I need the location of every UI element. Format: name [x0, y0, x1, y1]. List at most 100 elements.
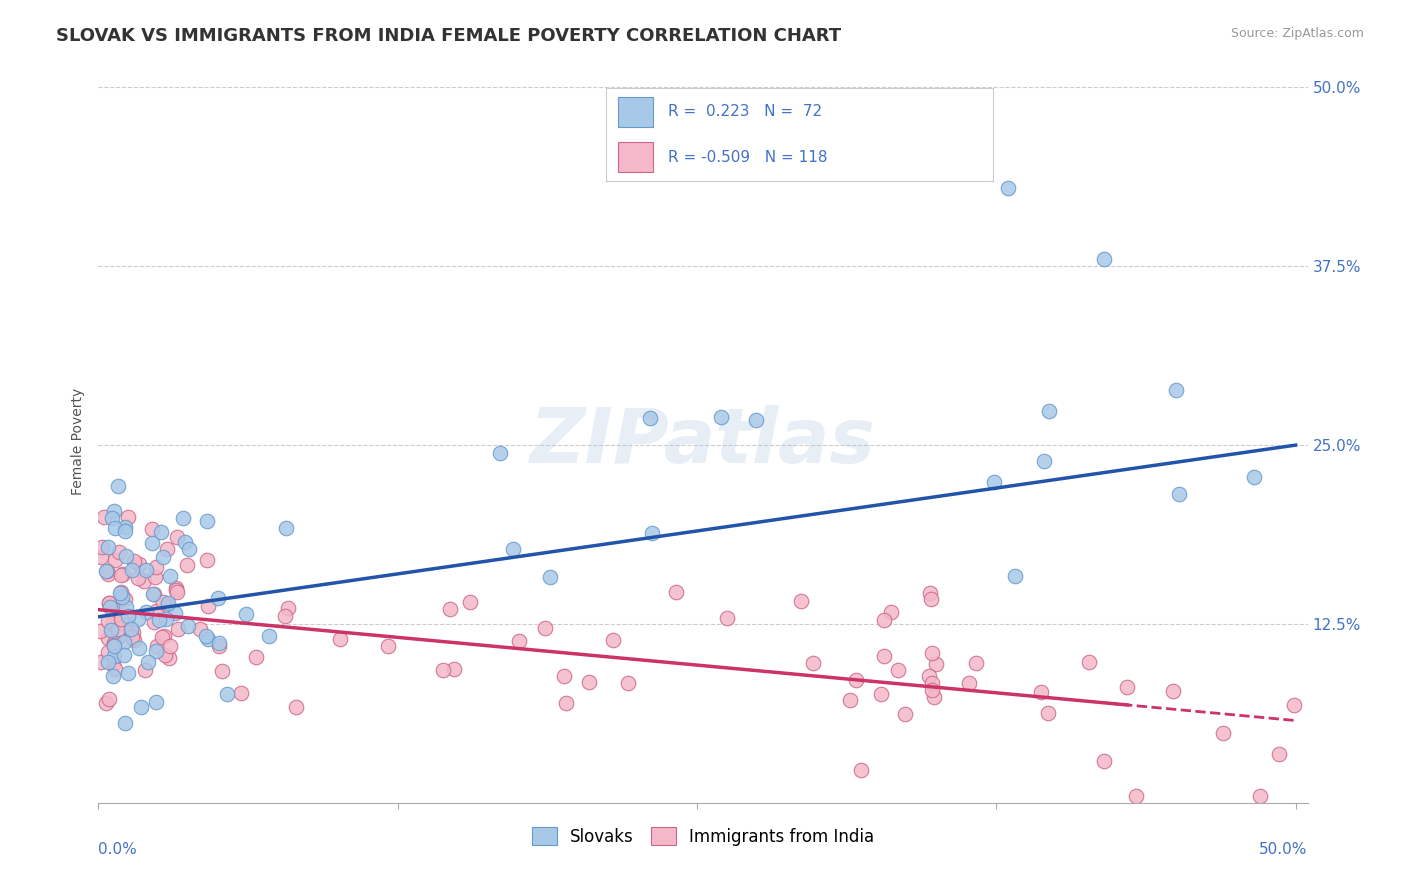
Point [110, 568, 132, 582]
Point [103, 504, 125, 518]
Point [103, 635, 125, 649]
Point [114, 715, 136, 730]
Point [641, 525, 664, 540]
Point [114, 624, 136, 639]
Point [114, 520, 136, 534]
Point [965, 657, 987, 671]
Point [554, 696, 576, 710]
Point [97, 596, 120, 610]
Point [207, 591, 229, 606]
Point [156, 598, 179, 612]
Text: SLOVAK VS IMMIGRANTS FROM INDIA FEMALE POVERTY CORRELATION CHART: SLOVAK VS IMMIGRANTS FROM INDIA FEMALE P… [56, 27, 841, 45]
Point [150, 630, 173, 644]
Point [152, 549, 174, 564]
Point [143, 570, 166, 584]
Point [489, 446, 512, 460]
Point [259, 629, 281, 643]
Point [135, 606, 157, 620]
Point [229, 686, 252, 700]
Point [156, 542, 179, 557]
Point [114, 524, 136, 538]
Point [145, 559, 167, 574]
Point [129, 700, 152, 714]
Point [1004, 569, 1026, 583]
Point [194, 629, 217, 643]
Point [100, 623, 122, 637]
Point [166, 585, 188, 599]
Point [284, 700, 307, 714]
Point [127, 571, 149, 585]
Point [165, 582, 187, 597]
Point [166, 530, 188, 544]
Point [432, 663, 454, 677]
Point [538, 569, 561, 583]
Point [98, 596, 121, 610]
Point [155, 612, 177, 626]
Point [845, 673, 868, 688]
Legend: Slovaks, Immigrants from India: Slovaks, Immigrants from India [526, 821, 880, 852]
Point [121, 625, 143, 640]
Point [873, 614, 896, 628]
Point [114, 617, 136, 632]
Point [207, 639, 229, 653]
Point [104, 603, 127, 617]
Point [111, 590, 134, 604]
Point [135, 563, 157, 577]
Point [101, 615, 124, 630]
Y-axis label: Female Poverty: Female Poverty [72, 388, 86, 495]
Point [1125, 789, 1147, 803]
Point [870, 687, 893, 701]
Point [602, 632, 624, 647]
Point [801, 656, 824, 670]
Point [458, 595, 481, 609]
Point [103, 648, 125, 663]
Point [132, 574, 155, 588]
Point [104, 662, 127, 676]
Point [195, 514, 218, 528]
Point [128, 557, 150, 571]
Point [983, 475, 1005, 489]
Point [114, 549, 136, 564]
Point [145, 695, 167, 709]
Point [165, 581, 187, 595]
Point [1167, 487, 1189, 501]
Point [1038, 403, 1060, 417]
Point [138, 655, 160, 669]
Point [172, 511, 194, 525]
Point [745, 413, 768, 427]
Point [141, 536, 163, 550]
Point [152, 595, 174, 609]
Point [439, 602, 461, 616]
Point [872, 648, 894, 663]
Point [177, 542, 200, 557]
Point [508, 633, 530, 648]
Point [143, 587, 166, 601]
Point [377, 639, 399, 653]
Point [921, 676, 943, 690]
Point [921, 646, 943, 660]
Point [145, 644, 167, 658]
Point [148, 613, 170, 627]
Point [90, 549, 112, 564]
Point [197, 599, 219, 614]
Point [149, 524, 172, 539]
Point [174, 534, 197, 549]
Point [96, 564, 118, 578]
Point [97, 655, 120, 669]
Point [716, 611, 738, 625]
Point [101, 669, 124, 683]
Point [920, 591, 942, 606]
Point [758, 152, 780, 166]
Point [245, 649, 267, 664]
Point [925, 657, 948, 672]
Point [1284, 698, 1306, 712]
Point [578, 675, 600, 690]
Point [918, 586, 941, 600]
Point [211, 664, 233, 678]
Point [997, 180, 1019, 194]
Point [1038, 706, 1060, 720]
Point [957, 676, 980, 690]
Point [638, 411, 661, 425]
Point [1249, 789, 1271, 803]
Text: 0.0%: 0.0% [98, 842, 138, 856]
